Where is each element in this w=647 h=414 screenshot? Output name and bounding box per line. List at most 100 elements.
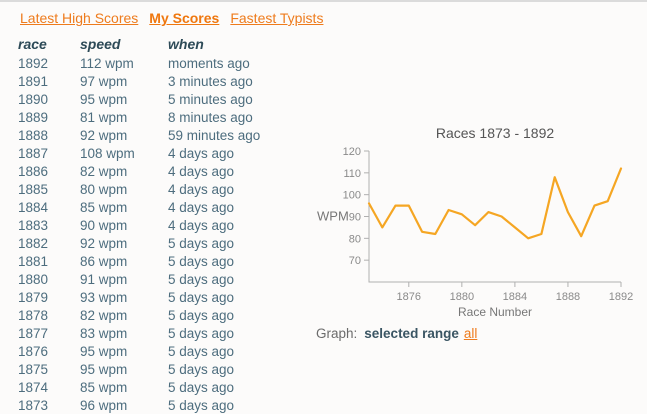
when-cell: 4 days ago xyxy=(168,163,235,179)
y-tick-label: 70 xyxy=(349,255,361,267)
race-cell: 1878 xyxy=(18,307,49,323)
tab-fastest-typists[interactable]: Fastest Typists xyxy=(230,10,324,26)
all-range-link[interactable]: all xyxy=(463,326,478,341)
races-chart: Races 1873 - 1892 70 80 90 100 110 120 1876 1880… xyxy=(314,114,647,321)
y-tick-label: 110 xyxy=(343,168,361,180)
race-cell: 1880 xyxy=(18,271,49,287)
race-cell: 1873 xyxy=(18,397,49,413)
when-cell: 3 minutes ago xyxy=(168,73,253,89)
when-cell: 4 days ago xyxy=(168,199,235,215)
when-cell: 4 days ago xyxy=(168,181,235,197)
speed-cell: 95 wpm xyxy=(80,343,128,359)
speed-cell: 97 wpm xyxy=(80,73,128,89)
y-tick-label: 90 xyxy=(349,212,361,224)
speed-cell: 81 wpm xyxy=(80,109,128,125)
race-cell: 1874 xyxy=(18,379,49,395)
table-row: 1884 85 wpm 4 days ago xyxy=(18,198,318,216)
x-tick-label: 1892 xyxy=(609,291,633,303)
y-tick-label: 80 xyxy=(349,233,361,245)
when-cell: 4 days ago xyxy=(168,217,235,233)
when-cell: 5 days ago xyxy=(168,289,235,305)
graph-label: Graph: xyxy=(316,326,358,341)
table-row: 1883 90 wpm 4 days ago xyxy=(18,216,318,234)
x-tick-label: 1888 xyxy=(556,291,580,303)
table-row: 1880 91 wpm 5 days ago xyxy=(18,270,318,288)
speed-cell: 92 wpm xyxy=(80,235,128,251)
race-cell: 1885 xyxy=(18,181,49,197)
speed-cell: 95 wpm xyxy=(80,361,128,377)
race-cell: 1877 xyxy=(18,325,49,341)
when-cell: 5 days ago xyxy=(168,361,235,377)
when-cell: 5 days ago xyxy=(168,253,235,269)
table-row: 1885 80 wpm 4 days ago xyxy=(18,180,318,198)
table-row: 1886 82 wpm 4 days ago xyxy=(18,162,318,180)
speed-cell: 96 wpm xyxy=(80,397,128,413)
when-cell: 5 days ago xyxy=(168,397,235,413)
selected-range-option: selected range xyxy=(364,326,459,341)
race-cell: 1888 xyxy=(18,127,49,143)
speed-cell: 86 wpm xyxy=(80,253,128,269)
speed-cell: 82 wpm xyxy=(80,307,128,323)
speed-cell: 112 wpm xyxy=(80,55,134,71)
x-tick-label: 1880 xyxy=(450,291,474,303)
table-row: 1878 82 wpm 5 days ago xyxy=(18,306,318,324)
table-row: 1892 112 wpm moments ago xyxy=(18,54,318,72)
table-row: 1882 92 wpm 5 days ago xyxy=(18,234,318,252)
race-cell: 1882 xyxy=(18,235,49,251)
tab-latest-high-scores[interactable]: Latest High Scores xyxy=(20,10,139,26)
col-header-race: race xyxy=(18,35,47,52)
race-cell: 1892 xyxy=(18,55,49,71)
table-row: 1876 95 wpm 5 days ago xyxy=(18,342,318,360)
race-cell: 1876 xyxy=(18,343,49,359)
race-cell: 1881 xyxy=(18,253,49,269)
speed-cell: 80 wpm xyxy=(80,181,128,197)
y-axis-label: WPM xyxy=(317,209,349,224)
speed-cell: 95 wpm xyxy=(80,91,128,107)
table-row: 1881 86 wpm 5 days ago xyxy=(18,252,318,270)
when-cell: 5 days ago xyxy=(168,379,235,395)
x-tick-label: 1876 xyxy=(397,291,421,303)
col-header-when: when xyxy=(168,35,204,52)
table-row: 1879 93 wpm 5 days ago xyxy=(18,288,318,306)
table-row: 1875 95 wpm 5 days ago xyxy=(18,360,318,378)
when-cell: 8 minutes ago xyxy=(168,109,253,125)
when-cell: 5 minutes ago xyxy=(168,91,253,107)
speed-cell: 91 wpm xyxy=(80,271,128,287)
table-header-row: race speed when xyxy=(18,33,318,54)
table-row: 1877 83 wpm 5 days ago xyxy=(18,324,318,342)
race-cell: 1889 xyxy=(18,109,49,125)
table-row: 1887 108 wpm 4 days ago xyxy=(18,144,318,162)
when-cell: 4 days ago xyxy=(168,145,235,161)
speed-cell: 90 wpm xyxy=(80,217,128,233)
speed-cell: 83 wpm xyxy=(80,325,128,341)
when-cell: 5 days ago xyxy=(168,271,235,287)
x-axis-label: Race Number xyxy=(458,305,532,319)
when-cell: 5 days ago xyxy=(168,235,235,251)
when-cell: moments ago xyxy=(168,55,250,71)
table-row: 1889 81 wpm 8 minutes ago xyxy=(18,108,318,126)
table-row: 1888 92 wpm 59 minutes ago xyxy=(18,126,318,144)
chart-title: Races 1873 - 1892 xyxy=(436,125,555,141)
chart-axes xyxy=(368,151,621,283)
col-header-speed: speed xyxy=(80,35,121,52)
when-cell: 5 days ago xyxy=(168,343,235,359)
x-tick-label: 1884 xyxy=(503,291,527,303)
tab-my-scores[interactable]: My Scores xyxy=(149,10,220,26)
table-row: 1890 95 wpm 5 minutes ago xyxy=(18,90,318,108)
when-cell: 5 days ago xyxy=(168,307,235,323)
race-cell: 1891 xyxy=(18,73,49,89)
tab-bar: Latest High Scores My Scores Fastest Typ… xyxy=(20,10,323,26)
race-cell: 1884 xyxy=(18,199,49,215)
speed-cell: 85 wpm xyxy=(80,379,128,395)
table-row: 1874 85 wpm 5 days ago xyxy=(18,378,318,396)
race-cell: 1886 xyxy=(18,163,49,179)
scores-table: race speed when 1892 112 wpm moments ago… xyxy=(18,33,318,414)
race-cell: 1887 xyxy=(18,145,49,161)
when-cell: 59 minutes ago xyxy=(168,127,261,143)
race-cell: 1875 xyxy=(18,361,49,377)
graph-range-selector: Graph: selected range all xyxy=(316,326,477,341)
y-tick-label: 100 xyxy=(343,190,361,202)
race-cell: 1879 xyxy=(18,289,49,305)
wpm-line-series xyxy=(367,167,623,240)
